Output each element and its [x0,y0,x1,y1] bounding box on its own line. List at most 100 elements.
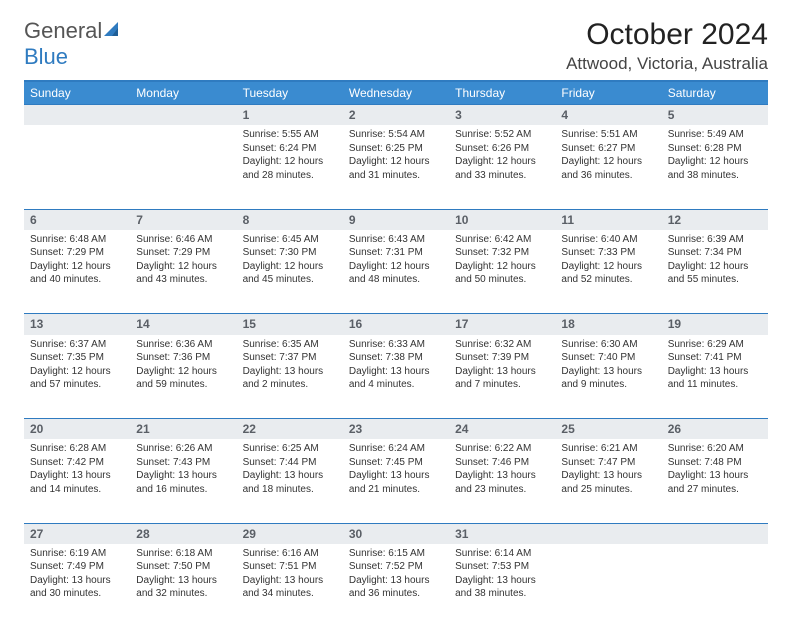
sunrise-text: Sunrise: 6:32 AM [455,338,549,352]
day-number: 14 [130,314,236,335]
day-cell: Sunrise: 6:42 AMSunset: 7:32 PMDaylight:… [449,230,555,314]
sail-icon [104,18,122,44]
day-cell-body: Sunrise: 6:24 AMSunset: 7:45 PMDaylight:… [343,439,449,502]
day-number: 19 [662,314,768,335]
sunrise-text: Sunrise: 6:21 AM [561,442,655,456]
day-cell [555,544,661,628]
day-cell-body: Sunrise: 6:20 AMSunset: 7:48 PMDaylight:… [662,439,768,502]
day-cell: Sunrise: 5:54 AMSunset: 6:25 PMDaylight:… [343,125,449,209]
day-number [130,105,236,126]
day-cell: Sunrise: 6:22 AMSunset: 7:46 PMDaylight:… [449,439,555,523]
sunrise-text: Sunrise: 6:20 AM [668,442,762,456]
day-cell-body: Sunrise: 5:51 AMSunset: 6:27 PMDaylight:… [555,125,661,188]
sunrise-text: Sunrise: 5:55 AM [243,128,337,142]
sunset-text: Sunset: 7:32 PM [455,246,549,260]
day-cell: Sunrise: 6:29 AMSunset: 7:41 PMDaylight:… [662,335,768,419]
sunset-text: Sunset: 7:29 PM [136,246,230,260]
sunset-text: Sunset: 6:24 PM [243,142,337,156]
daylight-text: Daylight: 12 hours and 59 minutes. [136,365,230,392]
day-cell: Sunrise: 5:49 AMSunset: 6:28 PMDaylight:… [662,125,768,209]
sunrise-text: Sunrise: 6:24 AM [349,442,443,456]
sunset-text: Sunset: 7:49 PM [30,560,124,574]
weekday-header: Thursday [449,82,555,105]
day-cell: Sunrise: 6:43 AMSunset: 7:31 PMDaylight:… [343,230,449,314]
day-cell-body: Sunrise: 6:36 AMSunset: 7:36 PMDaylight:… [130,335,236,398]
day-number: 9 [343,209,449,230]
daylight-text: Daylight: 12 hours and 45 minutes. [243,260,337,287]
daylight-text: Daylight: 13 hours and 4 minutes. [349,365,443,392]
weekday-header: Sunday [24,82,130,105]
sunset-text: Sunset: 7:41 PM [668,351,762,365]
day-number: 3 [449,105,555,126]
daynum-row: 12345 [24,105,768,126]
daynum-row: 2728293031 [24,523,768,544]
day-cell-body: Sunrise: 6:21 AMSunset: 7:47 PMDaylight:… [555,439,661,502]
weekday-header: Saturday [662,82,768,105]
sunset-text: Sunset: 7:42 PM [30,456,124,470]
day-cell: Sunrise: 6:21 AMSunset: 7:47 PMDaylight:… [555,439,661,523]
day-cell: Sunrise: 6:37 AMSunset: 7:35 PMDaylight:… [24,335,130,419]
daylight-text: Daylight: 13 hours and 14 minutes. [30,469,124,496]
daylight-text: Daylight: 12 hours and 50 minutes. [455,260,549,287]
sunset-text: Sunset: 7:46 PM [455,456,549,470]
sunset-text: Sunset: 7:50 PM [136,560,230,574]
daylight-text: Daylight: 12 hours and 40 minutes. [30,260,124,287]
calendar-table: SundayMondayTuesdayWednesdayThursdayFrid… [24,82,768,628]
day-cell-body: Sunrise: 5:52 AMSunset: 6:26 PMDaylight:… [449,125,555,188]
week-row: Sunrise: 5:55 AMSunset: 6:24 PM Daylight:… [24,125,768,209]
sunrise-text: Sunrise: 6:28 AM [30,442,124,456]
sunset-text: Sunset: 7:29 PM [30,246,124,260]
day-number: 8 [237,209,343,230]
sunrise-text: Sunrise: 6:37 AM [30,338,124,352]
sunset-text: Sunset: 7:47 PM [561,456,655,470]
sunset-text: Sunset: 7:43 PM [136,456,230,470]
day-number: 12 [662,209,768,230]
sunrise-text: Sunrise: 6:42 AM [455,233,549,247]
sunrise-text: Sunrise: 6:18 AM [136,547,230,561]
day-cell: Sunrise: 6:16 AMSunset: 7:51 PMDaylight:… [237,544,343,628]
day-number: 31 [449,523,555,544]
sunset-text: Sunset: 6:27 PM [561,142,655,156]
daylight-text: Daylight: 13 hours and 30 minutes. [30,574,124,601]
daylight-text: Daylight: 12 hours and 43 minutes. [136,260,230,287]
day-cell-body: Sunrise: 5:49 AMSunset: 6:28 PMDaylight:… [662,125,768,188]
day-cell [24,125,130,209]
daylight-text: Daylight: 13 hours and 25 minutes. [561,469,655,496]
day-cell: Sunrise: 6:45 AMSunset: 7:30 PMDaylight:… [237,230,343,314]
daylight-text: Daylight: 12 hours and 33 minutes. [455,155,549,182]
day-cell-body: Sunrise: 6:32 AMSunset: 7:39 PMDaylight:… [449,335,555,398]
day-cell: Sunrise: 6:35 AMSunset: 7:37 PMDaylight:… [237,335,343,419]
day-cell-body: Sunrise: 6:42 AMSunset: 7:32 PMDaylight:… [449,230,555,293]
daylight-text: Daylight: 12 hours and 36 minutes. [561,155,655,182]
daylight-text: Daylight: 13 hours and 32 minutes. [136,574,230,601]
day-number [662,523,768,544]
day-cell-body: Sunrise: 6:18 AMSunset: 7:50 PMDaylight:… [130,544,236,607]
day-cell: Sunrise: 6:48 AMSunset: 7:29 PMDaylight:… [24,230,130,314]
daylight-text: Daylight: 13 hours and 2 minutes. [243,365,337,392]
day-number: 5 [662,105,768,126]
day-cell: Sunrise: 6:28 AMSunset: 7:42 PMDaylight:… [24,439,130,523]
page-title: October 2024 [566,18,768,52]
daylight-text: Daylight: 12 hours and 31 minutes. [349,155,443,182]
title-block: October 2024 Attwood, Victoria, Australi… [566,18,768,74]
sunrise-text: Sunrise: 6:19 AM [30,547,124,561]
sunrise-text: Sunrise: 5:51 AM [561,128,655,142]
daylight-text: Daylight: 12 hours and 52 minutes. [561,260,655,287]
day-number: 16 [343,314,449,335]
day-cell: Sunrise: 5:52 AMSunset: 6:26 PMDaylight:… [449,125,555,209]
sunrise-text: Sunrise: 6:40 AM [561,233,655,247]
day-number: 28 [130,523,236,544]
day-cell-body: Sunrise: 6:26 AMSunset: 7:43 PMDaylight:… [130,439,236,502]
day-cell: Sunrise: 6:18 AMSunset: 7:50 PMDaylight:… [130,544,236,628]
daylight-text: Daylight: 13 hours and 7 minutes. [455,365,549,392]
day-cell-body: Sunrise: 6:45 AMSunset: 7:30 PMDaylight:… [237,230,343,293]
day-cell: Sunrise: 6:36 AMSunset: 7:36 PMDaylight:… [130,335,236,419]
daylight-text: Daylight: 13 hours and 38 minutes. [455,574,549,601]
sunrise-text: Sunrise: 6:39 AM [668,233,762,247]
sunset-text: Sunset: 7:48 PM [668,456,762,470]
daylight-text: Daylight: 12 hours and 38 minutes. [668,155,762,182]
day-number: 17 [449,314,555,335]
sunrise-text: Sunrise: 6:33 AM [349,338,443,352]
sunset-text: Sunset: 7:44 PM [243,456,337,470]
day-cell: Sunrise: 6:40 AMSunset: 7:33 PMDaylight:… [555,230,661,314]
